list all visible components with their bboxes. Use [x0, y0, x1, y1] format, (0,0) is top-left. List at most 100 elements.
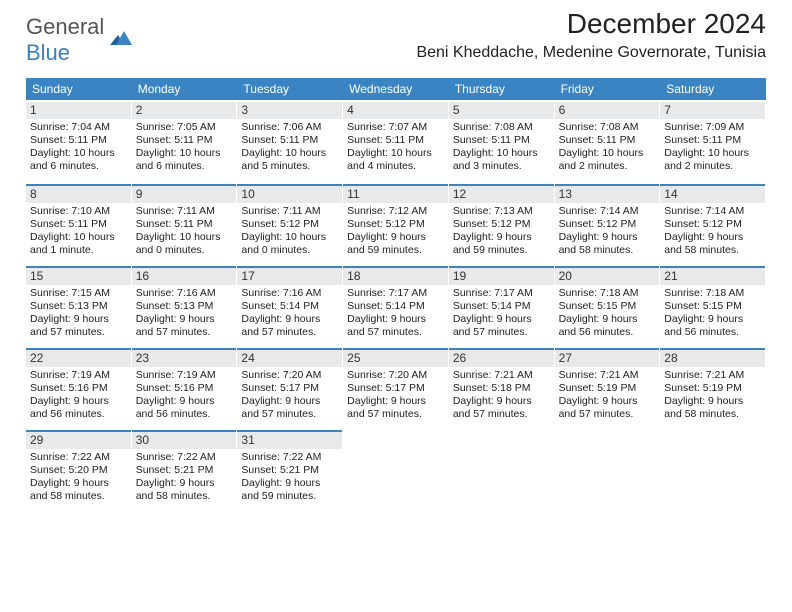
day-number: 4	[343, 102, 448, 119]
day-number: 30	[132, 430, 237, 449]
day-cell: 8Sunrise: 7:10 AMSunset: 5:11 PMDaylight…	[26, 182, 132, 264]
day-info: Sunrise: 7:13 AMSunset: 5:12 PMDaylight:…	[453, 205, 550, 258]
day-cell: 3 Sunrise: 7:06 AMSunset: 5:11 PMDaylight…	[237, 100, 343, 182]
day-number: 21	[660, 266, 765, 285]
weekday-header: Wednesday	[343, 78, 449, 100]
day-cell: 27Sunrise: 7:21 AMSunset: 5:19 PMDayligh…	[555, 346, 661, 428]
day-info: Sunrise: 7:07 AMSunset: 5:11 PMDaylight:…	[347, 121, 444, 174]
day-cell: 24Sunrise: 7:20 AMSunset: 5:17 PMDayligh…	[237, 346, 343, 428]
empty-cell	[660, 428, 766, 510]
day-cell: 21 Sunrise: 7:18 AMSunset: 5:15 PMDayligh…	[660, 264, 766, 346]
day-info: Sunrise: 7:22 AMSunset: 5:21 PMDaylight:…	[241, 451, 338, 504]
day-info: Sunrise: 7:11 AMSunset: 5:12 PMDaylight:…	[241, 205, 338, 258]
day-cell: 5 Sunrise: 7:08 AMSunset: 5:11 PMDaylight…	[449, 100, 555, 182]
day-number: 15	[26, 266, 131, 285]
day-cell: 1 Sunrise: 7:04 AMSunset: 5:11 PMDaylight…	[26, 100, 132, 182]
day-info: Sunrise: 7:18 AMSunset: 5:15 PMDaylight:…	[664, 287, 761, 340]
day-info: Sunrise: 7:18 AMSunset: 5:15 PMDaylight:…	[559, 287, 656, 340]
day-info: Sunrise: 7:08 AMSunset: 5:11 PMDaylight:…	[453, 121, 550, 174]
day-cell: 16Sunrise: 7:16 AMSunset: 5:13 PMDayligh…	[132, 264, 238, 346]
day-cell: 25 Sunrise: 7:20 AMSunset: 5:17 PMDayligh…	[343, 346, 449, 428]
day-number: 2	[132, 102, 237, 119]
day-info: Sunrise: 7:22 AMSunset: 5:20 PMDaylight:…	[30, 451, 127, 504]
day-info: Sunrise: 7:12 AMSunset: 5:12 PMDaylight:…	[347, 205, 444, 258]
day-cell: 11 Sunrise: 7:12 AMSunset: 5:12 PMDayligh…	[343, 182, 449, 264]
day-cell: 2 Sunrise: 7:05 AMSunset: 5:11 PMDaylight…	[132, 100, 238, 182]
day-number: 29	[26, 430, 131, 449]
day-info: Sunrise: 7:04 AMSunset: 5:11 PMDaylight:…	[30, 121, 127, 174]
month-title: December 2024	[416, 8, 766, 40]
day-number: 17	[237, 266, 342, 285]
weekday-header: Tuesday	[237, 78, 343, 100]
day-info: Sunrise: 7:19 AMSunset: 5:16 PMDaylight:…	[30, 369, 127, 422]
day-info: Sunrise: 7:17 AMSunset: 5:14 PMDaylight:…	[347, 287, 444, 340]
day-cell: 20 Sunrise: 7:18 AMSunset: 5:15 PMDayligh…	[555, 264, 661, 346]
day-cell: 4 Sunrise: 7:07 AMSunset: 5:11 PMDaylight…	[343, 100, 449, 182]
brand-logo: General Blue	[26, 14, 132, 66]
day-info: Sunrise: 7:20 AMSunset: 5:17 PMDaylight:…	[241, 369, 338, 422]
day-info: Sunrise: 7:14 AMSunset: 5:12 PMDaylight:…	[559, 205, 656, 258]
day-number: 13	[555, 184, 660, 203]
day-cell: 26Sunrise: 7:21 AMSunset: 5:18 PMDayligh…	[449, 346, 555, 428]
day-number: 1	[26, 102, 131, 119]
day-info: Sunrise: 7:19 AMSunset: 5:16 PMDaylight:…	[136, 369, 233, 422]
day-info: Sunrise: 7:05 AMSunset: 5:11 PMDaylight:…	[136, 121, 233, 174]
day-cell: 17Sunrise: 7:16 AMSunset: 5:14 PMDayligh…	[237, 264, 343, 346]
day-cell: 28 Sunrise: 7:21 AMSunset: 5:19 PMDayligh…	[660, 346, 766, 428]
day-number: 25	[343, 348, 448, 367]
day-info: Sunrise: 7:08 AMSunset: 5:11 PMDaylight:…	[559, 121, 656, 174]
flag-icon	[110, 31, 132, 49]
day-info: Sunrise: 7:09 AMSunset: 5:11 PMDaylight:…	[664, 121, 761, 174]
day-info: Sunrise: 7:21 AMSunset: 5:19 PMDaylight:…	[664, 369, 761, 422]
day-number: 20	[555, 266, 660, 285]
day-cell: 15 Sunrise: 7:15 AMSunset: 5:13 PMDayligh…	[26, 264, 132, 346]
day-number: 14	[660, 184, 765, 203]
empty-cell	[343, 428, 449, 510]
brand-general: General	[26, 14, 104, 39]
empty-cell	[555, 428, 661, 510]
day-number: 18	[343, 266, 448, 285]
day-number: 16	[132, 266, 237, 285]
empty-cell	[449, 428, 555, 510]
day-cell: 30 Sunrise: 7:22 AMSunset: 5:21 PMDayligh…	[132, 428, 238, 510]
day-number: 11	[343, 184, 448, 203]
brand-blue: Blue	[26, 40, 70, 65]
brand-text: General Blue	[26, 14, 104, 66]
day-cell: 13 Sunrise: 7:14 AMSunset: 5:12 PMDayligh…	[555, 182, 661, 264]
day-number: 23	[132, 348, 237, 367]
day-number: 6	[555, 102, 660, 119]
calendar-grid: SundayMondayTuesdayWednesdayThursdayFrid…	[26, 78, 766, 510]
day-cell: 6 Sunrise: 7:08 AMSunset: 5:11 PMDaylight…	[555, 100, 661, 182]
weekday-header: Sunday	[26, 78, 132, 100]
day-number: 22	[26, 348, 131, 367]
day-cell: 31 Sunrise: 7:22 AMSunset: 5:21 PMDayligh…	[237, 428, 343, 510]
day-info: Sunrise: 7:21 AMSunset: 5:19 PMDaylight:…	[559, 369, 656, 422]
day-number: 31	[237, 430, 342, 449]
weekday-header: Saturday	[660, 78, 766, 100]
day-info: Sunrise: 7:11 AMSunset: 5:11 PMDaylight:…	[136, 205, 233, 258]
day-info: Sunrise: 7:15 AMSunset: 5:13 PMDaylight:…	[30, 287, 127, 340]
day-info: Sunrise: 7:17 AMSunset: 5:14 PMDaylight:…	[453, 287, 550, 340]
day-number: 26	[449, 348, 554, 367]
day-number: 3	[237, 102, 342, 119]
day-cell: 9 Sunrise: 7:11 AMSunset: 5:11 PMDaylight…	[132, 182, 238, 264]
day-info: Sunrise: 7:06 AMSunset: 5:11 PMDaylight:…	[241, 121, 338, 174]
day-number: 9	[132, 184, 237, 203]
day-cell: 19 Sunrise: 7:17 AMSunset: 5:14 PMDayligh…	[449, 264, 555, 346]
day-number: 10	[237, 184, 342, 203]
day-info: Sunrise: 7:10 AMSunset: 5:11 PMDaylight:…	[30, 205, 127, 258]
day-cell: 14 Sunrise: 7:14 AMSunset: 5:12 PMDayligh…	[660, 182, 766, 264]
day-info: Sunrise: 7:22 AMSunset: 5:21 PMDaylight:…	[136, 451, 233, 504]
title-block: December 2024 Beni Kheddache, Medenine G…	[416, 8, 766, 62]
day-cell: 12 Sunrise: 7:13 AMSunset: 5:12 PMDayligh…	[449, 182, 555, 264]
day-number: 5	[449, 102, 554, 119]
day-cell: 23 Sunrise: 7:19 AMSunset: 5:16 PMDayligh…	[132, 346, 238, 428]
location-text: Beni Kheddache, Medenine Governorate, Tu…	[416, 44, 766, 62]
day-number: 12	[449, 184, 554, 203]
weekday-header: Friday	[555, 78, 661, 100]
day-info: Sunrise: 7:14 AMSunset: 5:12 PMDaylight:…	[664, 205, 761, 258]
day-info: Sunrise: 7:20 AMSunset: 5:17 PMDaylight:…	[347, 369, 444, 422]
day-number: 28	[660, 348, 765, 367]
day-number: 19	[449, 266, 554, 285]
day-cell: 18 Sunrise: 7:17 AMSunset: 5:14 PMDayligh…	[343, 264, 449, 346]
